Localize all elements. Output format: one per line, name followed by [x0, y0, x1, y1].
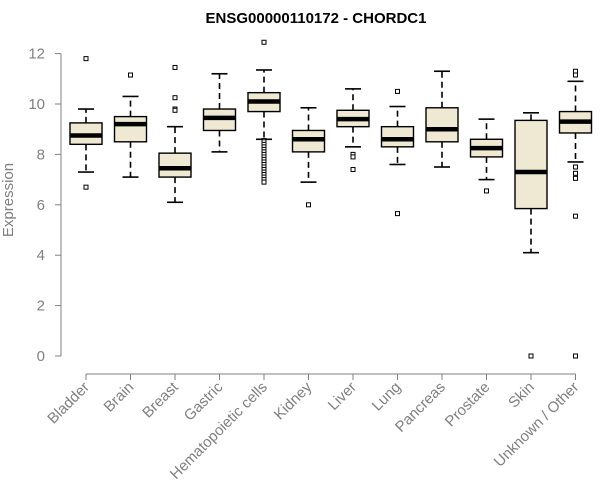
box-unknown-other: [558, 68, 593, 359]
box-breast: [158, 64, 192, 204]
box-iqr: [113, 115, 148, 143]
box-bladder: [69, 56, 103, 190]
outlier-point: [528, 353, 534, 359]
x-tick-label: Lung: [369, 379, 405, 415]
box-brain: [113, 72, 148, 178]
outlier-point: [350, 167, 356, 173]
outlier-point: [172, 107, 178, 113]
box-gastric: [202, 72, 237, 153]
box-liver: [336, 88, 370, 173]
x-tick-label: Brain: [101, 379, 138, 416]
outlier-point: [83, 184, 89, 190]
x-tick-label: Liver: [325, 379, 360, 414]
x-tick-label: Bladder: [44, 379, 93, 428]
x-tick-label: Skin: [505, 379, 538, 412]
outlier-point: [261, 179, 267, 185]
box-kidney: [291, 106, 326, 208]
outlier-point: [395, 211, 400, 217]
outlier-point: [172, 95, 178, 101]
x-tick-label: Breast: [139, 378, 182, 421]
box-iqr: [514, 119, 548, 210]
box-pancreas: [425, 70, 459, 168]
y-tick-label: 0: [37, 348, 45, 365]
box-lung: [380, 88, 415, 217]
outlier-point: [395, 88, 400, 94]
y-tick-label: 12: [28, 46, 45, 63]
y-tick-label: 2: [37, 298, 45, 315]
x-tick-label: Unknown / Other: [491, 379, 583, 471]
y-tick-label: 8: [37, 146, 45, 163]
y-tick-label: 4: [37, 247, 45, 264]
x-tick-label: Prostate: [442, 379, 494, 431]
y-tick-label: 10: [28, 96, 45, 113]
boxes: [69, 39, 593, 359]
outlier-point: [573, 170, 578, 176]
box-hematopoietic-cells: [247, 39, 281, 185]
box-prostate: [469, 118, 504, 194]
outlier-point: [83, 56, 89, 62]
outlier-point: [573, 164, 578, 170]
outlier-point: [573, 72, 578, 78]
outlier-point: [128, 72, 133, 78]
x-tick-label: Kidney: [271, 378, 316, 423]
outlier-point: [306, 202, 311, 208]
outlier-point: [573, 175, 578, 181]
box-iqr: [425, 107, 459, 143]
axes: 0 2 4 6 8 10 12: [28, 46, 576, 380]
outlier-point: [350, 154, 356, 160]
outlier-point: [573, 353, 578, 359]
box-skin: [514, 112, 548, 359]
box-iqr: [158, 152, 192, 178]
y-tick-label: 6: [37, 197, 45, 214]
box-iqr: [380, 125, 415, 148]
outlier-point: [484, 188, 489, 194]
outlier-point: [573, 213, 578, 219]
outlier-point: [261, 39, 267, 45]
y-axis-label: Expression: [0, 163, 17, 237]
chart-title: ENSG00000110172 - CHORDC1: [206, 10, 427, 27]
outlier-point: [172, 64, 178, 70]
